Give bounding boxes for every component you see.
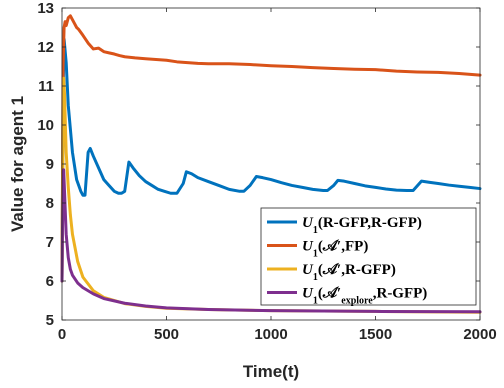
- legend-entry-3: U1(𝒜′,R-GFP): [302, 262, 396, 283]
- series-line-1: [60, 37, 482, 283]
- y-tick-label: 13: [37, 0, 54, 17]
- series-line-2: [60, 14, 482, 283]
- y-tick-label: 12: [37, 39, 54, 56]
- y-tick-label: 8: [46, 195, 54, 212]
- y-axis-title: Value for agent 1: [8, 96, 27, 232]
- series-line-4: [60, 168, 482, 314]
- legend: U1(R-GFP,R-GFP) U1(𝒜′,FP)U1(𝒜′,R-GFP) U1(𝒜…: [260, 207, 477, 307]
- y-tick-label: 9: [46, 156, 54, 173]
- legend-entry-1: U1(R-GFP,R-GFP): [302, 215, 422, 236]
- x-tick-label: 500: [154, 326, 179, 343]
- y-tick-label: 5: [46, 312, 54, 329]
- y-tick-label: 11: [38, 78, 54, 95]
- x-tick-label: 1500: [359, 326, 392, 343]
- tick-layer: 0 500 1000 1500 2000 5 6 7 8 9 10 11 12 13: [37, 0, 496, 343]
- x-tick-label: 0: [58, 326, 66, 343]
- legend-box: [260, 207, 477, 306]
- x-tick-label: 2000: [463, 326, 496, 343]
- y-tick-label: 6: [46, 273, 54, 290]
- x-axis-title: Time(t): [243, 362, 299, 381]
- legend-entry-4: U1(𝒜′explore,R-GFP): [302, 286, 427, 307]
- y-tick-label: 7: [46, 234, 54, 251]
- series-layer: [60, 14, 482, 314]
- y-tick-label: 10: [37, 117, 54, 134]
- x-tick-label: 1000: [254, 326, 287, 343]
- legend-entry-2: U1(𝒜′,FP): [302, 239, 368, 260]
